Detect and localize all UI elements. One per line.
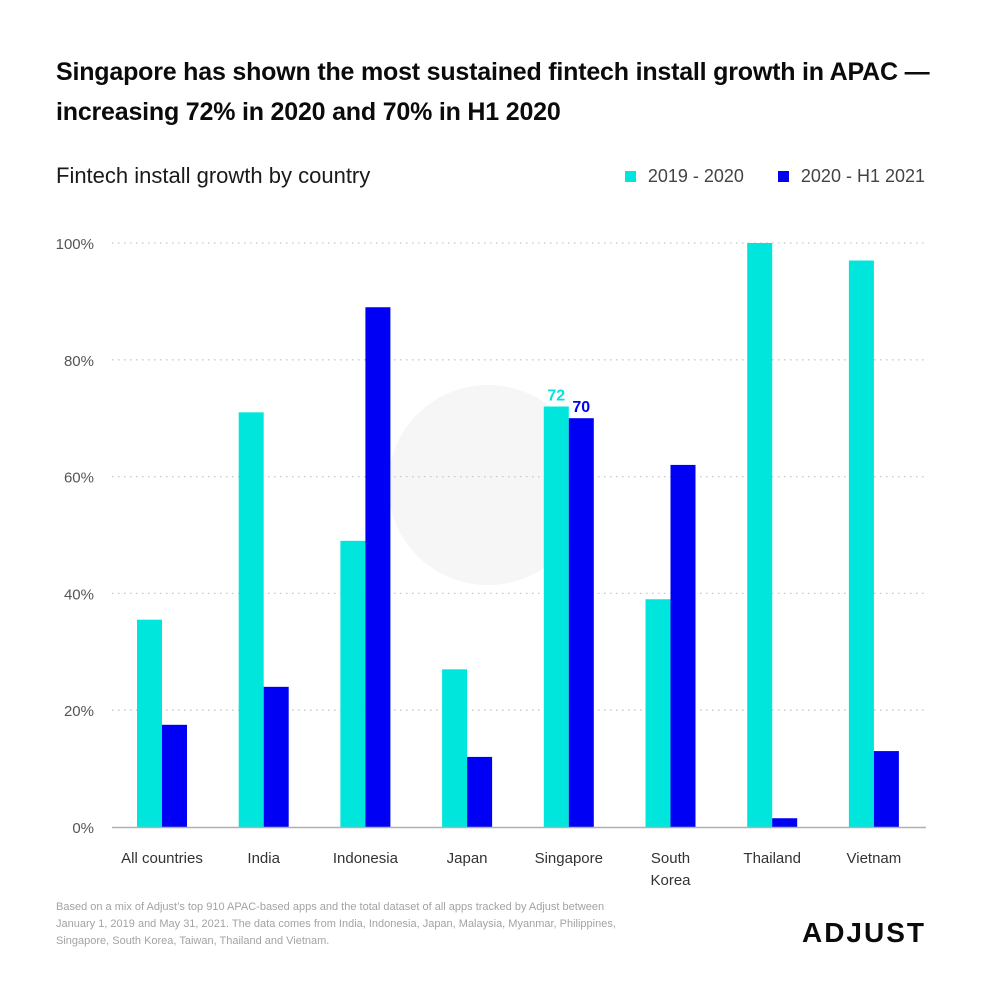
- adjust-logo: ADJUST: [802, 917, 926, 949]
- x-tick-label-line: Korea: [650, 872, 691, 889]
- y-tick-label: 40%: [64, 586, 94, 603]
- x-tick-label-line: Vietnam: [847, 850, 902, 867]
- x-tick-label: Singapore: [535, 850, 603, 867]
- chart-title: Fintech install growth by country: [56, 163, 371, 188]
- legend-label-series1: 2019 - 2020: [647, 166, 744, 186]
- bar-series1: [747, 243, 773, 827]
- bar-series1: [442, 669, 468, 827]
- bar-series1: [848, 260, 874, 827]
- y-tick-label: 80%: [64, 353, 94, 370]
- bar-series1: [645, 599, 671, 827]
- x-tick-label-line: South: [651, 850, 690, 867]
- adjust-logo-text: ADJUST: [801, 917, 926, 948]
- y-tick-label: 60%: [64, 470, 94, 487]
- x-tick-label: India: [247, 850, 280, 867]
- x-tick-label: South Korea: [650, 850, 691, 889]
- bar-series2: [772, 818, 798, 827]
- y-tick-label: 100%: [56, 236, 94, 253]
- legend-item-2020-h1-2021: 2020 - H1 2021: [777, 166, 925, 187]
- bar-series1: [238, 412, 264, 827]
- x-tick-label-line: Thailand: [743, 850, 801, 867]
- x-tick-label-line: Singapore: [535, 850, 603, 867]
- data-label: 72: [547, 388, 565, 405]
- x-tick-label: Thailand: [743, 850, 801, 867]
- bar-series2: [467, 756, 493, 827]
- y-tick-label: 20%: [64, 703, 94, 720]
- x-tick-label: Japan: [447, 850, 488, 867]
- legend-label-series2: 2020 - H1 2021: [800, 166, 925, 186]
- x-tick-label-line: Indonesia: [333, 850, 399, 867]
- bar-series1: [340, 540, 366, 827]
- chart-headline: Singapore has shown the most sustained f…: [56, 58, 930, 126]
- bar-series2: [670, 464, 696, 827]
- x-tick-label-line: All countries: [121, 850, 203, 867]
- legend-item-2019-2020: 2019 - 2020: [624, 166, 744, 187]
- bar-series2: [263, 686, 289, 827]
- x-tick-label: Indonesia: [333, 850, 399, 867]
- legend: 2019 - 2020 2020 - H1 2021: [624, 166, 925, 187]
- x-tick-label: Vietnam: [847, 850, 902, 867]
- legend-swatch-series2: [777, 171, 789, 182]
- x-tick-label: All countries: [121, 850, 203, 867]
- footnote: Based on a mix of Adjust’s top 910 APAC-…: [56, 901, 616, 947]
- legend-swatch-series1: [624, 171, 636, 182]
- y-tick-label: 0%: [72, 820, 94, 837]
- bar-series2: [873, 751, 899, 827]
- bar-series2: [365, 307, 391, 827]
- bar-series1: [137, 619, 162, 827]
- bar-series2: [162, 724, 187, 827]
- x-tick-label-line: Japan: [447, 850, 488, 867]
- bar-series2: [568, 418, 594, 827]
- x-tick-label-line: India: [247, 850, 280, 867]
- bar-series1: [543, 406, 569, 827]
- data-label: 70: [572, 399, 590, 416]
